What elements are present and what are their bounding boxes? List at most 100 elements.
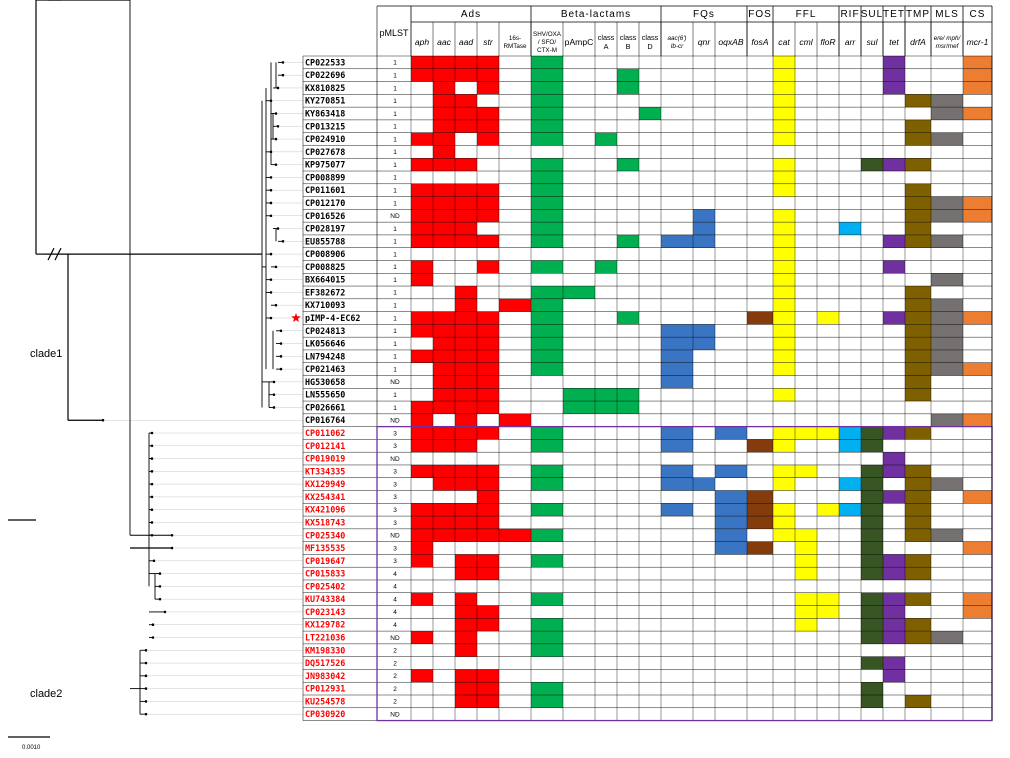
- cell-KX710093-4: [499, 298, 531, 312]
- cell-KU254578-20: [905, 695, 931, 708]
- tree-node: [163, 610, 167, 614]
- strain-label-KX129949: KX129949: [305, 479, 345, 489]
- column-header-9: class D: [642, 33, 659, 51]
- strain-label-KY270851: KY270851: [305, 96, 345, 106]
- tree-node: [150, 444, 154, 448]
- pmlst-value: 4: [393, 571, 397, 578]
- cell-JN983042-2: [455, 669, 477, 683]
- cell-CP012931-18: [861, 682, 883, 695]
- cell-CP023143-16: [817, 605, 839, 619]
- cell-CP012170-5: [531, 196, 563, 210]
- cell-CP024910-5: [531, 132, 563, 146]
- cell-CP011062-0: [411, 426, 433, 440]
- phylogenetic-tree: [8, 0, 303, 738]
- tree-node: [150, 521, 154, 524]
- tree-node: [269, 201, 273, 205]
- cell-CP008825-19: [883, 260, 905, 274]
- cell-CP012170-2: [455, 196, 477, 210]
- heatmap-row-CP022533: [411, 56, 992, 69]
- cell-KX129949-18: [861, 477, 883, 491]
- cell-KY270851-1: [433, 94, 455, 108]
- cell-CP022696-3: [477, 68, 499, 82]
- pmlst-value: 3: [393, 469, 397, 476]
- column-header-15: cml: [799, 37, 813, 47]
- strain-label-CP008906: CP008906: [305, 249, 345, 259]
- tree-node: [269, 214, 273, 218]
- tree-node: [279, 367, 283, 371]
- strain-label-CP016764: CP016764: [305, 415, 345, 425]
- cell-KX421096-17: [839, 503, 861, 517]
- cell-CP012931-3: [477, 682, 499, 695]
- pmlst-value: 1: [393, 72, 397, 79]
- cell-CP015833-15: [795, 567, 817, 580]
- cell-CP016526-5: [531, 209, 563, 223]
- cell-KP975077-18: [861, 158, 883, 172]
- heatmap-row-KX710093: [455, 298, 963, 312]
- cell-MF135535-22: [963, 541, 992, 555]
- cell-LN794248-10: [661, 349, 693, 363]
- cell-CP008899-14: [773, 171, 795, 184]
- column-header-3: str: [483, 37, 494, 47]
- cell-CP019019-19: [883, 452, 905, 465]
- column-header-2: aad: [459, 37, 474, 47]
- pmlst-value: 3: [393, 494, 397, 501]
- tree-node: [144, 648, 148, 652]
- tree-node: [151, 623, 155, 627]
- cell-CP021463-22: [963, 362, 992, 376]
- cell-KU743384-0: [411, 592, 433, 606]
- cell-KY270851-20: [905, 94, 931, 108]
- cell-CP016526-21: [931, 209, 963, 223]
- cell-LN794248-5: [531, 349, 563, 363]
- tree-node: [144, 674, 148, 678]
- cell-CP015833-3: [477, 567, 499, 580]
- cell-KU743384-5: [531, 592, 563, 606]
- heatmap-row-KP975077: [411, 158, 931, 172]
- cell-CP022533-14: [773, 56, 795, 69]
- cell-KX810825-3: [477, 81, 499, 95]
- cell-CP022696-0: [411, 68, 433, 82]
- heatmap-row-CP016526: [411, 209, 992, 223]
- cell-KY863418-2: [455, 107, 477, 120]
- cell-CP025340-18: [861, 528, 883, 542]
- pmlst-value: 1: [393, 226, 397, 233]
- cell-KX254341-13: [747, 490, 773, 504]
- highlight-star-icon: [291, 313, 301, 322]
- cell-KY863418-22: [963, 107, 992, 120]
- pmlst-header: pMLST: [379, 28, 409, 38]
- cell-CP011062-3: [477, 426, 499, 440]
- group-header-beta-lactams: Beta-lactams: [561, 9, 631, 20]
- cell-MF135535-0: [411, 541, 433, 555]
- cell-CP016526-0: [411, 209, 433, 223]
- cell-CP026661-6: [563, 401, 595, 414]
- cell-CP016526-20: [905, 209, 931, 223]
- cell-KX129782-2: [455, 618, 477, 632]
- cell-EU855788-11: [693, 234, 715, 248]
- cell-MF135535-18: [861, 541, 883, 555]
- strain-label-CP008825: CP008825: [305, 262, 345, 272]
- pmlst-value: 3: [393, 430, 397, 437]
- column-header-11: qnr: [698, 37, 712, 47]
- cell-KU743384-20: [905, 592, 931, 606]
- cell-CP016764-2: [455, 413, 477, 427]
- tree-node: [269, 150, 273, 154]
- group-header-ads: Ads: [461, 9, 481, 20]
- cell-CP011062-20: [905, 426, 931, 440]
- cell-LK056646-3: [477, 337, 499, 350]
- tree-node: [144, 700, 148, 703]
- pmlst-value: 2: [393, 673, 397, 680]
- cell-KX129782-5: [531, 618, 563, 632]
- heatmap-row-CP011601: [411, 183, 931, 197]
- strain-label-KP975077: KP975077: [305, 160, 345, 170]
- pmlst-value: 1: [393, 405, 397, 412]
- cell-LN555650-7: [595, 388, 617, 402]
- cell-CP008825-7: [595, 260, 617, 274]
- heatmap-row-CP008906: [773, 247, 795, 261]
- column-header-1: aac: [437, 37, 452, 47]
- scale-bar-label: 0.0010: [22, 745, 41, 751]
- heatmap-row-CP028197: [411, 222, 931, 235]
- cell-CP008906-14: [773, 247, 795, 261]
- tree-node: [150, 470, 154, 473]
- strain-label-KX710093: KX710093: [305, 300, 345, 310]
- cell-KX129782-3: [477, 618, 499, 632]
- column-header-14: cat: [778, 37, 790, 47]
